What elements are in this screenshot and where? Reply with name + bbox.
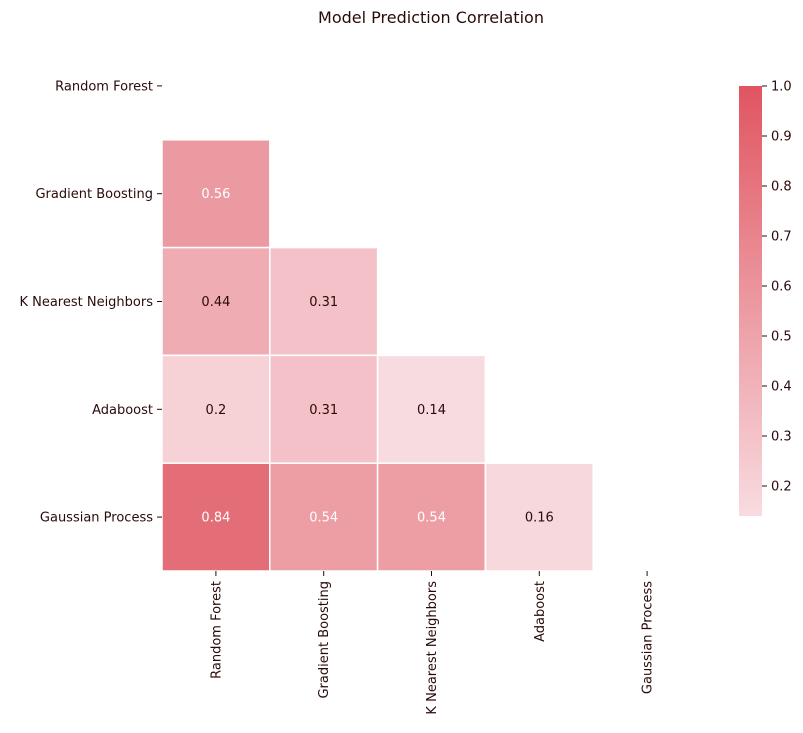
x-tick-label-random-forest: Random Forest <box>209 581 224 679</box>
colorbar-gradient <box>739 86 762 516</box>
cell-value-label: 0.31 <box>309 403 338 418</box>
y-tick-label-k-nearest-neighbors: K Nearest Neighbors <box>19 295 153 310</box>
cell-value-label: 0.54 <box>417 511 446 526</box>
y-tick-label-random-forest: Random Forest <box>55 79 153 94</box>
cell-value-label: 0.14 <box>417 403 446 418</box>
x-tick-label-gaussian-process: Gaussian Process <box>641 581 656 694</box>
y-axis-ticks: Random Forest Gradient Boosting K Nearest … <box>19 79 162 526</box>
chart-title: Model Prediction Correlation <box>318 8 544 27</box>
x-tick-label-gradient-boosting: Gradient Boosting <box>317 581 332 699</box>
cell-value-label: 0.56 <box>201 187 230 202</box>
cell-value-label: 0.31 <box>309 295 338 310</box>
colorbar-tick-label: 0.9 <box>771 130 792 145</box>
heatmap-cells: 0.56 0.44 0.31 0.2 0.31 0.14 0.84 0.54 0.54 0.16 <box>161 139 594 572</box>
heatmap-cell-gradient-boosting-random-forest <box>161 139 271 249</box>
cell-value-label: 0.44 <box>201 295 230 310</box>
x-axis-ticks: Random Forest Gradient Boosting K Nearest … <box>209 571 656 715</box>
heatmap-cell-k-nearest-neighbors-gradient-boosting <box>269 246 379 357</box>
colorbar-tick-label: 0.3 <box>771 430 792 445</box>
heatmap-cell-adaboost-k-nearest-neighbors <box>376 354 487 464</box>
x-tick-label-adaboost: Adaboost <box>533 581 548 642</box>
colorbar: 0.2 0.3 0.4 0.5 0.6 0.7 0.8 0.9 1.0 <box>739 80 792 516</box>
colorbar-tick-label: 1.0 <box>771 80 792 95</box>
cell-value-label: 0.16 <box>525 511 554 526</box>
colorbar-tick-label: 0.8 <box>771 180 792 195</box>
heatmap-cell-gaussian-process-adaboost <box>484 462 594 572</box>
colorbar-tick-label: 0.6 <box>771 280 792 295</box>
x-tick-label-k-nearest-neighbors: K Nearest Neighbors <box>425 581 440 715</box>
heatmap-cell-k-nearest-neighbors-random-forest <box>161 246 271 357</box>
cell-value-label: 0.84 <box>201 511 230 526</box>
colorbar-tick-label: 0.2 <box>771 480 792 495</box>
y-tick-label-adaboost: Adaboost <box>92 403 153 418</box>
y-tick-label-gradient-boosting: Gradient Boosting <box>35 187 153 202</box>
colorbar-tick-label: 0.4 <box>771 380 792 395</box>
cell-value-label: 0.54 <box>309 511 338 526</box>
y-tick-label-gaussian-process: Gaussian Process <box>40 511 153 526</box>
colorbar-tick-label: 0.7 <box>771 230 792 245</box>
heatmap-cell-gaussian-process-gradient-boosting <box>269 462 379 572</box>
heatmap-cell-adaboost-random-forest <box>161 354 271 464</box>
cell-value-label: 0.2 <box>206 403 227 418</box>
colorbar-tick-label: 0.5 <box>771 330 792 345</box>
